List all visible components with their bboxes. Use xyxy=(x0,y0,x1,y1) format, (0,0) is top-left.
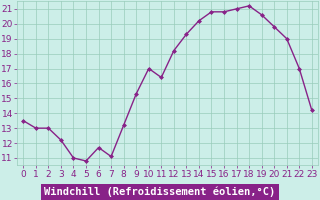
Text: Windchill (Refroidissement éolien,°C): Windchill (Refroidissement éolien,°C) xyxy=(44,187,276,197)
Text: Windchill (Refroidissement éolien,°C): Windchill (Refroidissement éolien,°C) xyxy=(44,185,276,195)
